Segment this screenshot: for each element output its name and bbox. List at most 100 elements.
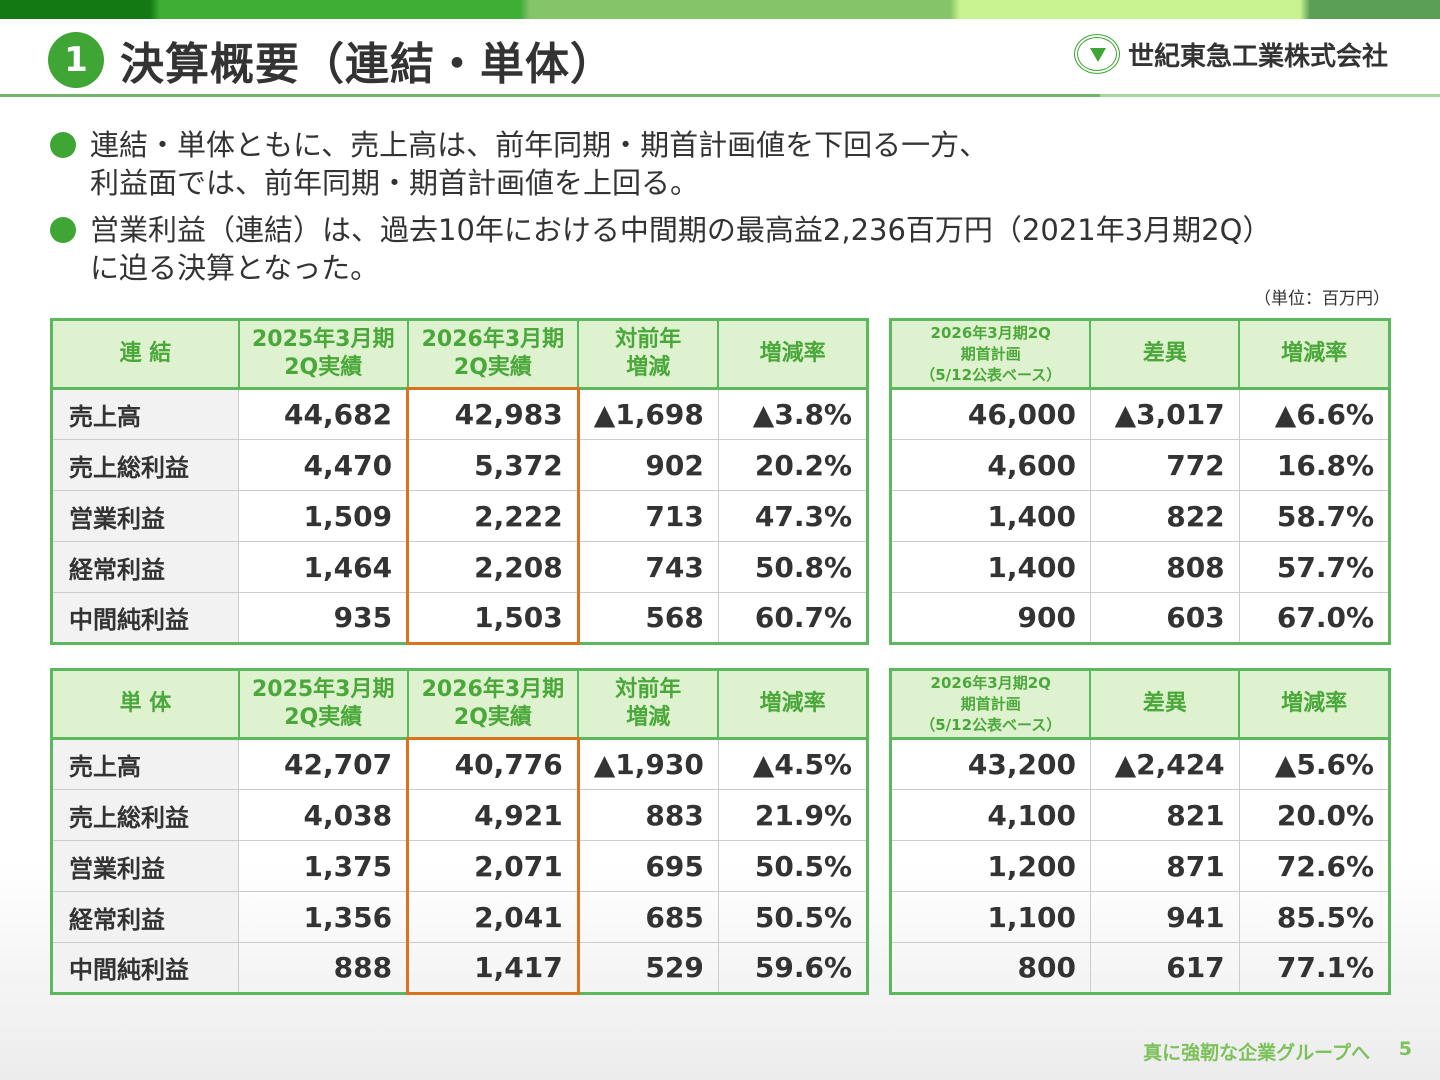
row-label: 営業利益 [50,490,240,542]
table-row: 1,400 822 58.7% [890,490,1391,542]
table-row: 900 603 67.0% [890,592,1391,644]
column-header: 単 体 [50,668,240,740]
cell-value: 72.6% [1238,840,1391,892]
table-row: 4,600 772 16.8% [890,439,1391,491]
cell-value: ▲2,424 [1089,738,1240,790]
cell-value: 2,222 [406,490,580,542]
cell-value: 5,372 [406,439,580,491]
cell-value: 2,208 [406,541,580,593]
table-row: 46,000 ▲3,017 ▲6.6% [890,388,1391,440]
cell-value: 42,983 [406,387,580,440]
cell-value: ▲3.8% [717,388,869,440]
cell-value: 20.0% [1238,789,1391,841]
cell-value: 43,200 [890,738,1091,790]
column-header: 増減率 [717,318,869,390]
company-name: 世紀東急工業株式会社 [1127,41,1388,72]
cell-value: 1,100 [890,891,1091,943]
company-logo: 世紀東急工業株式会社 [1073,34,1388,74]
row-label: 中間純利益 [50,592,240,644]
cell-value: 1,509 [238,490,409,542]
cell-value: ▲3,017 [1089,388,1240,440]
table-row: 経常利益 1,356 2,041 685 50.5% [50,891,869,943]
column-header: 対前年 増減 [577,668,720,740]
cell-value: 713 [577,490,719,542]
cell-value: 808 [1089,541,1240,593]
cell-value: 59.6% [717,942,869,994]
logo-mark-icon [1073,34,1120,74]
cell-value: 941 [1089,891,1240,943]
cell-value: 568 [577,592,719,644]
cell-value: 40,776 [406,737,580,790]
cell-value: 57.7% [1238,541,1391,593]
table-row: 1,100 941 85.5% [890,891,1391,943]
cell-value: 888 [238,942,409,994]
header-row: 2026年3月期2Q 期首計画 （5/12公表ベース） 差異 増減率 [889,318,1391,390]
cell-value: 50.5% [717,891,869,943]
bullet-list: 連結・単体ともに、売上高は、前年同期・期首計画値を下回る一方、 利益面では、前年… [50,126,1271,296]
page-number: 5 [1398,1038,1412,1060]
cell-value: 46,000 [890,388,1091,440]
cell-value: 1,400 [890,490,1091,542]
cell-value: ▲6.6% [1238,388,1391,440]
title-divider [0,94,1440,97]
table-row: 売上高 44,682 42,983 ▲1,698 ▲3.8% [50,387,869,440]
table-row: 営業利益 1,375 2,071 695 50.5% [50,840,869,892]
cell-value: ▲1,930 [577,738,719,790]
row-label: 営業利益 [50,840,240,892]
cell-value: 60.7% [717,592,869,644]
cell-value: 20.2% [717,439,869,491]
row-label: 売上総利益 [50,789,240,841]
cell-value: 772 [1089,439,1240,491]
column-header: 2026年3月期2Q 期首計画 （5/12公表ベース） [889,668,1092,740]
cell-value: 2,071 [406,840,580,892]
table-row: 経常利益 1,464 2,208 743 50.8% [50,541,869,593]
column-header: 増減率 [717,668,869,740]
row-label: 売上高 [50,738,240,790]
cell-value: 50.5% [717,840,869,892]
column-header: 2025年3月期 2Q実績 [237,318,409,390]
cell-value: 1,417 [406,942,580,995]
table-row: 中間純利益 888 1,417 529 59.6% [50,942,869,995]
cell-value: 603 [1089,592,1240,644]
row-label: 経常利益 [50,891,240,943]
cell-value: ▲1,698 [577,388,719,440]
cell-value: 4,038 [238,789,409,841]
table-row: 800 617 77.1% [890,942,1391,994]
consolidated-plan-table: 2026年3月期2Q 期首計画 （5/12公表ベース） 差異 増減率 46,000 ▲3… [889,318,1391,645]
bullet-text: 連結・単体ともに、売上高は、前年同期・期首計画値を下回る一方、 利益面では、前年… [90,128,989,200]
cell-value: 1,400 [890,541,1091,593]
cell-value: 935 [238,592,409,644]
cell-value: 883 [577,789,719,841]
cell-value: 900 [890,592,1091,644]
row-label: 経常利益 [50,541,240,593]
cell-value: 1,356 [238,891,409,943]
cell-value: 85.5% [1238,891,1391,943]
cell-value: 44,682 [238,388,409,440]
cell-value: 4,100 [890,789,1091,841]
cell-value: 1,200 [890,840,1091,892]
cell-value: 47.3% [717,490,869,542]
table-row: 売上高 42,707 40,776 ▲1,930 ▲4.5% [50,737,869,790]
unit-label: （単位：百万円） [1254,289,1390,309]
table-row: 売上総利益 4,470 5,372 902 20.2% [50,439,869,491]
cell-value: 617 [1089,942,1240,994]
bullet-item: 連結・単体ともに、売上高は、前年同期・期首計画値を下回る一方、 利益面では、前年… [50,126,1271,202]
cell-value: 1,464 [238,541,409,593]
page-title: 決算概要（連結・単体） [120,39,615,90]
cell-value: 58.7% [1238,490,1391,542]
column-header: 2026年3月期2Q 期首計画 （5/12公表ベース） [889,318,1092,390]
cell-value: 67.0% [1238,592,1391,644]
column-header: 2026年3月期 2Q実績 [406,318,580,390]
column-header: 増減率 [1238,668,1391,740]
cell-value: 685 [577,891,719,943]
column-header: 増減率 [1238,318,1391,390]
cell-value: 529 [577,942,719,994]
cell-value: 4,470 [238,439,409,491]
table-row: 中間純利益 935 1,503 568 60.7% [50,592,869,645]
cell-value: 42,707 [238,738,409,790]
header-row: 2026年3月期2Q 期首計画 （5/12公表ベース） 差異 増減率 [889,668,1391,740]
row-label: 売上高 [50,388,240,440]
cell-value: 1,375 [238,840,409,892]
cell-value: 822 [1089,490,1240,542]
cell-value: 871 [1089,840,1240,892]
